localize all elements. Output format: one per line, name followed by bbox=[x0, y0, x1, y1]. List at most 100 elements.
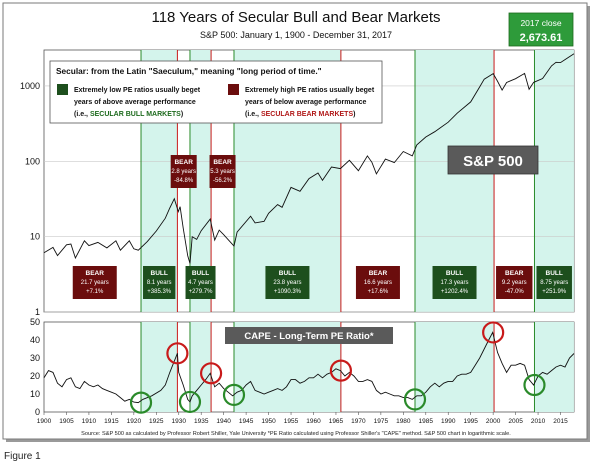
x-tick-label: 1920 bbox=[127, 418, 142, 425]
x-tick-label: 1930 bbox=[172, 418, 187, 425]
x-tick-label: 1975 bbox=[374, 418, 389, 425]
period-box-years: 21.7 years bbox=[81, 280, 109, 286]
legend-bear-line3: (i.e., SECULAR BEAR MARKETS) bbox=[245, 111, 355, 118]
cape-circle-high-3 bbox=[199, 362, 223, 385]
period-box-return: +1090.3% bbox=[274, 289, 302, 295]
x-tick-label: 1990 bbox=[441, 418, 456, 425]
x-tick-label: 1980 bbox=[396, 418, 411, 425]
x-tick-label: 1995 bbox=[463, 418, 478, 425]
cape-circle-low-4 bbox=[222, 383, 246, 406]
bull-shade-bottom-7 bbox=[415, 322, 495, 412]
period-box-kind: BEAR bbox=[505, 270, 524, 277]
cape-label-box bbox=[225, 327, 393, 344]
sp500-label-text: S&P 500 bbox=[463, 153, 523, 170]
cape-circle-high-5 bbox=[329, 359, 352, 382]
sp500-label-box bbox=[447, 145, 539, 175]
x-tick-label: 2010 bbox=[531, 418, 546, 425]
period-box-kind: BULL bbox=[446, 270, 463, 277]
x-tick-label: 1935 bbox=[194, 418, 209, 425]
period-box-return: +279.7% bbox=[189, 289, 214, 295]
cape-y-axis: 0 10 20 30 40 50 bbox=[30, 317, 40, 417]
cape-line bbox=[43, 331, 575, 404]
cape-circle-high-7 bbox=[482, 321, 505, 344]
period-box-years: 2.8 years bbox=[171, 169, 196, 175]
legend-bear-swatch bbox=[228, 84, 239, 95]
period-box-years: 8.75 years bbox=[540, 280, 568, 286]
legend-bull-swatch bbox=[57, 84, 68, 95]
period-box-4 bbox=[209, 155, 236, 188]
period-box-return: +1202.4% bbox=[441, 289, 469, 295]
x-tick-label: 1925 bbox=[149, 418, 164, 425]
cape-tick-label: 40 bbox=[30, 335, 40, 345]
x-tick-label: 1910 bbox=[82, 418, 97, 425]
legend-bear-line2: years of below average performance bbox=[245, 99, 366, 106]
period-box-2 bbox=[170, 155, 197, 188]
x-tick-label: 1955 bbox=[284, 418, 299, 425]
x-axis: 1900 1905 1910 1915 1920 1925 1930 1935 1940 1945… bbox=[37, 412, 568, 425]
period-box-kind: BULL bbox=[546, 270, 563, 277]
legend-bull-line3-post: ) bbox=[181, 111, 183, 118]
period-box-kind: BULL bbox=[279, 270, 296, 277]
bull-shade-bottom-9 bbox=[534, 322, 574, 412]
x-tick-label: 1905 bbox=[59, 418, 74, 425]
x-tick-label: 2000 bbox=[486, 418, 501, 425]
cape-label: CAPE - Long-Term PE Ratio* bbox=[225, 327, 393, 344]
x-tick-label: 1945 bbox=[239, 418, 254, 425]
cape-highlight-circles bbox=[129, 321, 546, 414]
period-box-years: 16.6 years bbox=[364, 280, 392, 286]
x-tick-label: 1985 bbox=[419, 418, 434, 425]
period-box-1 bbox=[143, 266, 176, 299]
legend-bear-line3-post: ) bbox=[353, 111, 355, 118]
chart-title: 118 Years of Secular Bull and Bear Marke… bbox=[151, 9, 440, 26]
period-box-return: +7.1% bbox=[86, 289, 104, 295]
legend-bull-line3-pre: (i.e., bbox=[74, 111, 90, 118]
x-tick-label: 1970 bbox=[351, 418, 366, 425]
period-box-7 bbox=[432, 266, 477, 299]
cape-tick-label: 20 bbox=[30, 371, 40, 381]
bull-shade-bottom-3 bbox=[189, 322, 212, 412]
cape-tick-label: 0 bbox=[35, 407, 40, 417]
cape-tick-label: 30 bbox=[30, 353, 40, 363]
sp500-series-label: S&P 500 bbox=[447, 145, 539, 175]
period-box-years: 4.7 years bbox=[188, 280, 213, 286]
price-tick-label: 10 bbox=[30, 232, 40, 242]
period-box-years: 23.8 years bbox=[273, 280, 301, 286]
period-box-years: 9.2 years bbox=[502, 280, 527, 286]
price-tick-label: 1 bbox=[35, 307, 40, 317]
legend-bear-line3-pre: (i.e., bbox=[245, 111, 261, 118]
period-boxes: BEAR 21.7 years +7.1% BULL 8.1 years +385.3% B… bbox=[72, 155, 572, 299]
period-box-kind: BULL bbox=[192, 270, 209, 277]
cape-label-text: CAPE - Long-Term PE Ratio* bbox=[244, 331, 373, 342]
x-tick-label: 1950 bbox=[261, 418, 276, 425]
period-box-kind: BULL bbox=[151, 270, 168, 277]
x-tick-label: 2005 bbox=[508, 418, 523, 425]
close-badge-label: 2017 close bbox=[520, 18, 561, 28]
cape-circle-low-6 bbox=[403, 388, 427, 411]
period-box-return: -56.2% bbox=[213, 178, 233, 184]
period-box-kind: BEAR bbox=[213, 159, 232, 166]
close-badge-box bbox=[508, 12, 574, 47]
period-box-kind: BEAR bbox=[174, 159, 193, 166]
period-box-years: 5.3 years bbox=[210, 169, 235, 175]
period-box-return: +17.6% bbox=[368, 289, 389, 295]
legend-bear-term: SECULAR BEAR MARKETS bbox=[261, 111, 354, 118]
period-box-8 bbox=[496, 266, 533, 299]
source-footnote: Source: S&P 500 as calculated by Profess… bbox=[81, 431, 511, 437]
period-box-years: 17.3 years bbox=[441, 280, 469, 286]
cape-circle-high-1 bbox=[166, 342, 189, 365]
x-tick-label: 1900 bbox=[37, 418, 52, 425]
bull-shade-bottom-1 bbox=[141, 322, 178, 412]
legend-secular-note: Secular: from the Latin "Saeculum," mean… bbox=[56, 66, 322, 76]
close-badge-value: 2,673.61 bbox=[520, 32, 563, 44]
x-tick-label: 1960 bbox=[306, 418, 321, 425]
period-box-return: +251.9% bbox=[542, 289, 567, 295]
legend-bear-line1: Extremely high PE ratios usually beget bbox=[245, 87, 375, 94]
period-box-kind: BEAR bbox=[86, 270, 105, 277]
cape-tick-label: 10 bbox=[30, 389, 40, 399]
period-box-5 bbox=[265, 266, 310, 299]
x-tick-label: 1965 bbox=[329, 418, 344, 425]
legend-bull-line3: (i.e., SECULAR BULL MARKETS) bbox=[74, 111, 183, 118]
sp500-line bbox=[43, 53, 575, 264]
close-badge: 2017 close 2,673.61 bbox=[508, 12, 574, 47]
